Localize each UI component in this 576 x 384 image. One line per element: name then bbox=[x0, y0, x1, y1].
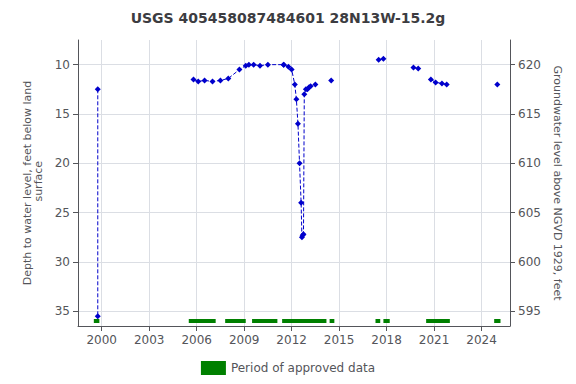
svg-text:2000: 2000 bbox=[86, 333, 117, 347]
svg-text:600: 600 bbox=[518, 255, 541, 269]
svg-text:2024: 2024 bbox=[466, 333, 497, 347]
svg-text:620: 620 bbox=[518, 58, 541, 72]
svg-text:25: 25 bbox=[55, 206, 70, 220]
svg-text:2018: 2018 bbox=[371, 333, 402, 347]
svg-text:2009: 2009 bbox=[229, 333, 260, 347]
svg-text:2006: 2006 bbox=[181, 333, 212, 347]
svg-text:605: 605 bbox=[518, 206, 541, 220]
svg-text:20: 20 bbox=[55, 156, 70, 170]
svg-text:Groundwater level above NGVD 1: Groundwater level above NGVD 1929, feet bbox=[551, 65, 564, 301]
svg-text:2003: 2003 bbox=[134, 333, 165, 347]
svg-text:2021: 2021 bbox=[419, 333, 450, 347]
svg-text:30: 30 bbox=[55, 255, 70, 269]
svg-text:USGS 405458087484601 28N13W-15: USGS 405458087484601 28N13W-15.2g bbox=[131, 10, 446, 26]
svg-text:Period of approved data: Period of approved data bbox=[231, 361, 375, 375]
svg-text:595: 595 bbox=[518, 304, 541, 318]
svg-text:35: 35 bbox=[55, 304, 70, 318]
svg-text:15: 15 bbox=[55, 107, 70, 121]
svg-text:Depth to water level, feet bel: Depth to water level, feet below land bbox=[20, 80, 34, 286]
svg-text:10: 10 bbox=[55, 58, 70, 72]
svg-text:615: 615 bbox=[518, 107, 541, 121]
svg-text:surface: surface bbox=[32, 161, 45, 205]
svg-text:2015: 2015 bbox=[324, 333, 355, 347]
svg-text:610: 610 bbox=[518, 156, 541, 170]
svg-text:2012: 2012 bbox=[276, 333, 307, 347]
